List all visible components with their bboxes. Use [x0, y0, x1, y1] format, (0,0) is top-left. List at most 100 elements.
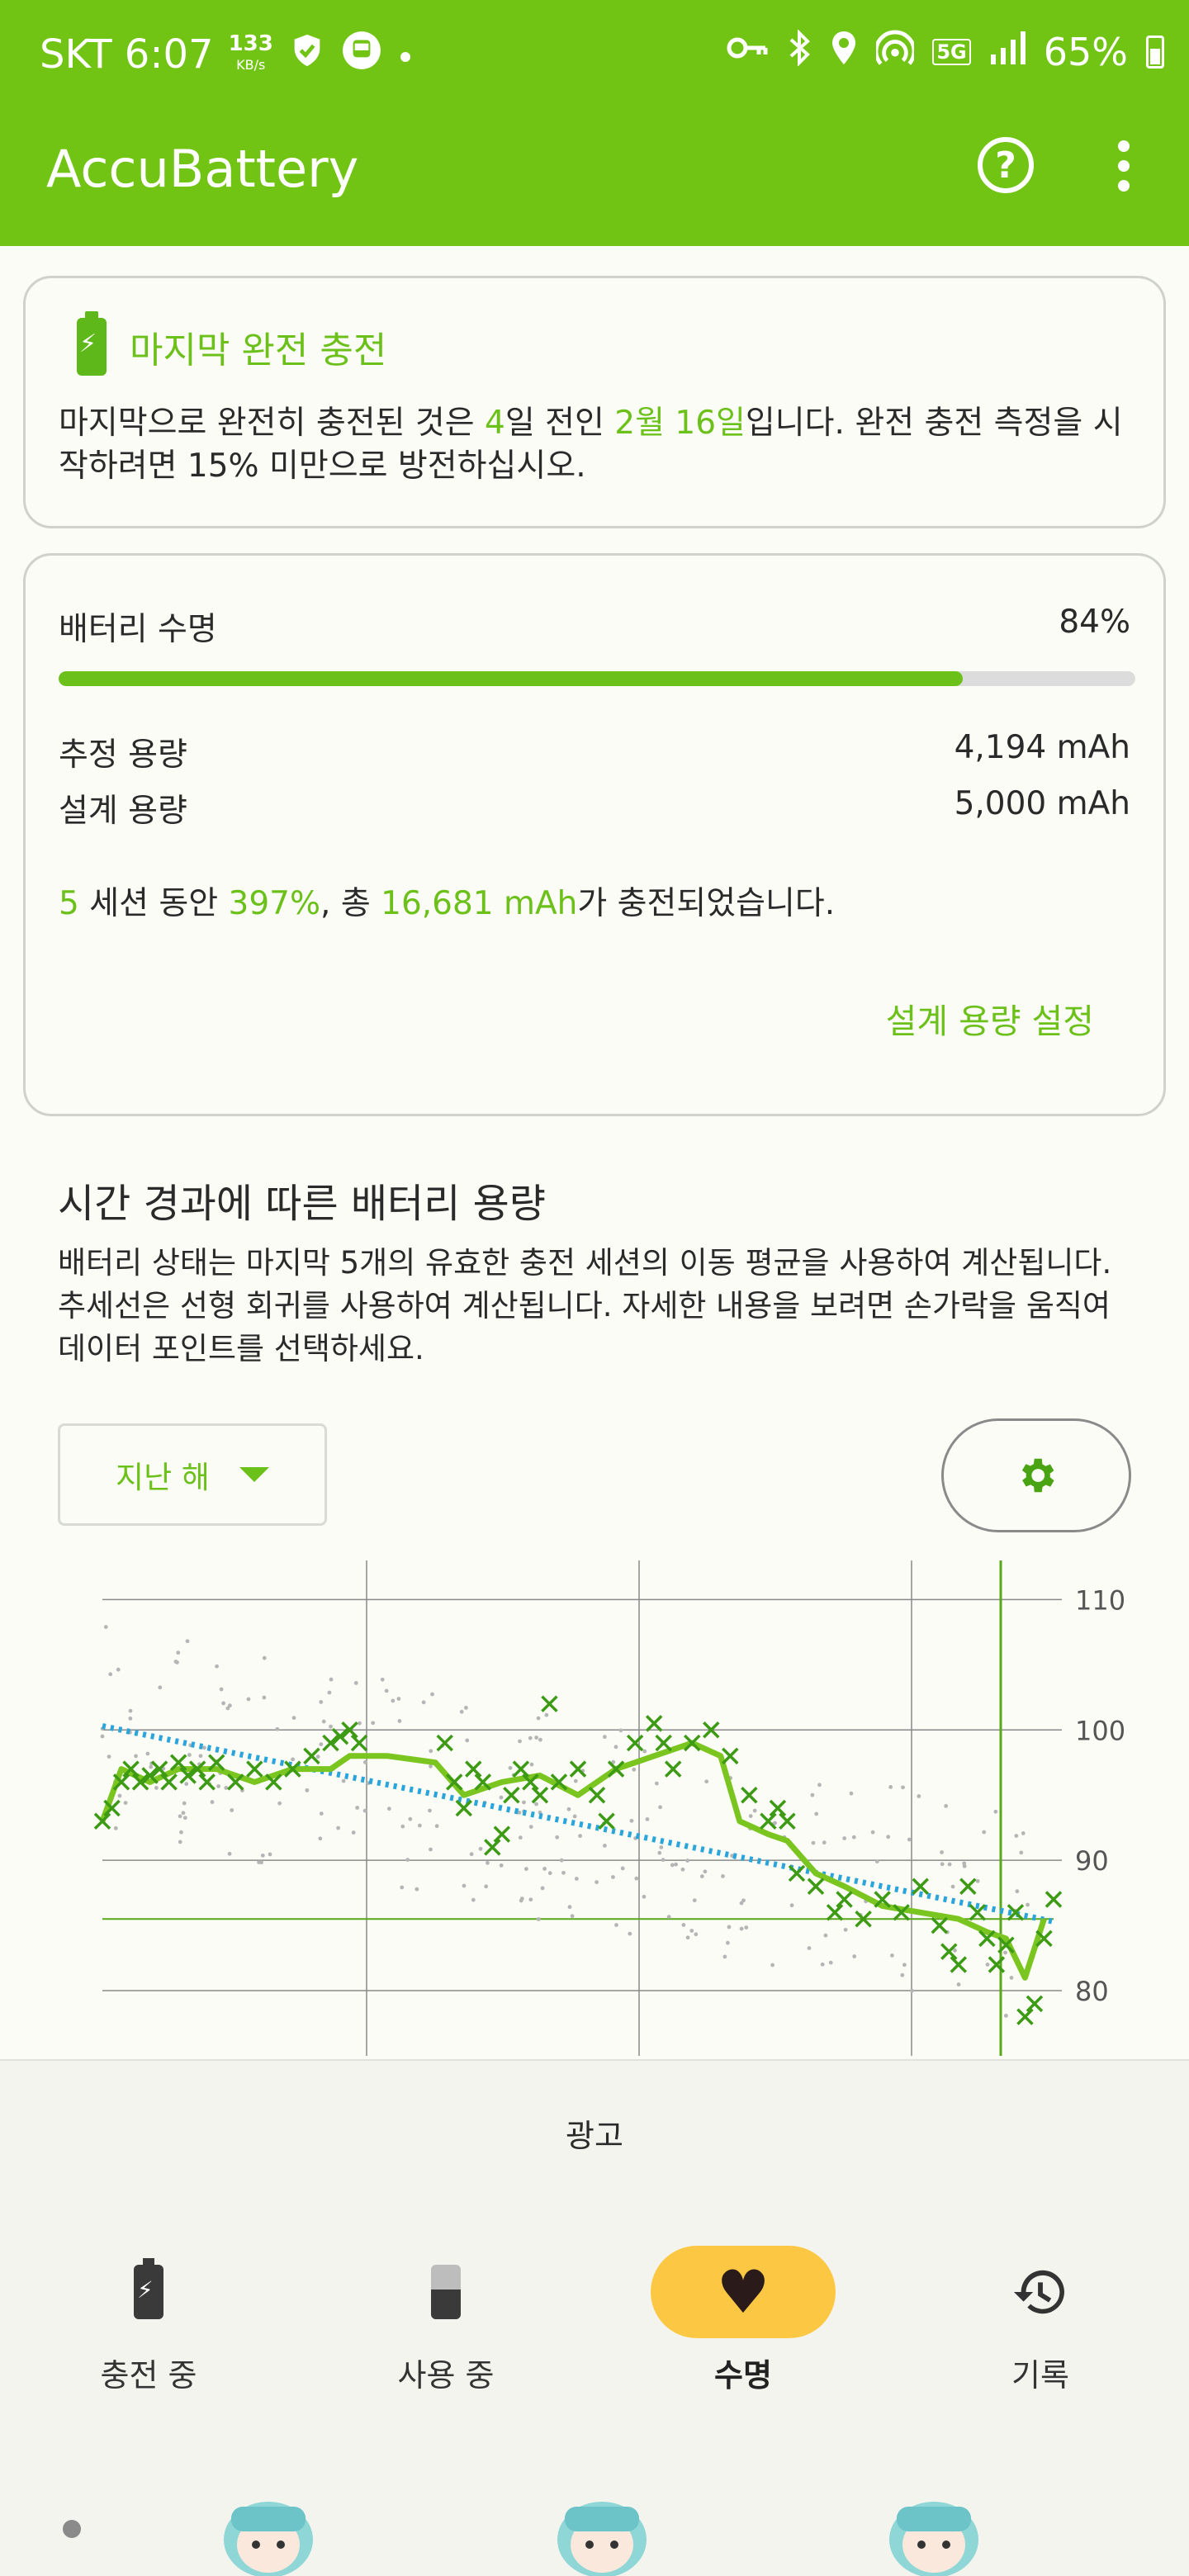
sample-point [499, 1795, 504, 1800]
sample-point [1014, 1834, 1019, 1838]
session-marker [959, 1878, 977, 1895]
sample-point [215, 1664, 219, 1669]
sample-point [944, 1803, 949, 1808]
session-marker [940, 1943, 958, 1960]
sample-point [275, 1726, 280, 1731]
sample-point [225, 1706, 230, 1711]
sample-point [975, 1878, 980, 1883]
shield-check-icon [288, 31, 326, 78]
session-marker [160, 1773, 178, 1791]
sample-point [1003, 1950, 1007, 1955]
session-count: 5 [59, 885, 79, 922]
sample-point [536, 1716, 541, 1721]
sample-point [544, 1712, 549, 1717]
battery-charging-icon [77, 311, 107, 376]
chart-settings-button[interactable] [941, 1418, 1131, 1532]
sample-point [408, 1816, 413, 1821]
days-ago: 4 [485, 405, 505, 442]
session-marker [1007, 1904, 1025, 1921]
session-marker [950, 1956, 968, 1973]
sample-point [953, 1948, 957, 1953]
design-capacity-value: 5,000 mAh [954, 785, 1130, 822]
sample-point [528, 1825, 533, 1830]
network-speed: 133 KB/s [229, 33, 273, 76]
session-marker [465, 1760, 482, 1778]
sticker-image[interactable] [548, 2474, 656, 2576]
nav-history[interactable]: 기록 [933, 2246, 1148, 2395]
sample-point [985, 1963, 990, 1967]
sample-point [632, 1767, 637, 1772]
sticker-image[interactable] [215, 2474, 322, 2576]
nav-charging[interactable]: 충전 중 [41, 2246, 256, 2395]
time-range-dropdown[interactable]: 지난 해 [58, 1423, 327, 1526]
session-marker [93, 1812, 111, 1830]
sample-point [739, 1901, 744, 1906]
health-value: 84% [1059, 604, 1130, 641]
session-marker [931, 1916, 948, 1934]
health-progress-fill [59, 671, 964, 686]
session-marker [969, 1904, 987, 1921]
session-marker [179, 1767, 197, 1784]
nav-discharging[interactable]: 사용 중 [339, 2246, 553, 2395]
last-full-charge-card: 마지막 완전 충전 마지막으로 완전히 충전된 것은 4일 전인 2월 16일입… [23, 276, 1166, 528]
sample-point [572, 1814, 577, 1819]
session-marker [779, 1812, 796, 1830]
sample-point [319, 1742, 324, 1747]
app-bar: SKT 6:07 133 KB/s [0, 0, 1189, 246]
session-marker [141, 1767, 159, 1784]
sample-point [380, 1677, 385, 1682]
sample-point [851, 1835, 856, 1840]
sample-point [900, 1972, 905, 1977]
sample-point [216, 1784, 220, 1788]
sample-point [517, 1810, 522, 1815]
sample-point [534, 1735, 539, 1740]
sample-point [573, 1778, 578, 1783]
sample-point [699, 1874, 704, 1878]
session-marker [703, 1721, 720, 1739]
sticker-image[interactable] [880, 2474, 988, 2576]
sample-point [814, 1811, 819, 1816]
sample-point [469, 1852, 474, 1857]
time-range-value: 지난 해 [116, 1460, 210, 1495]
sample-point [727, 1925, 732, 1930]
sample-point [962, 1861, 967, 1866]
sample-point [305, 1788, 310, 1792]
session-marker [122, 1760, 140, 1778]
battery-charging-icon [134, 2258, 163, 2319]
sample-point [400, 1885, 405, 1890]
sample-point [179, 1830, 183, 1835]
sample-point [371, 1721, 376, 1726]
help-button[interactable]: ? [978, 137, 1034, 193]
sample-point [353, 1680, 358, 1685]
sample-point [917, 1794, 921, 1798]
session-marker [227, 1773, 244, 1791]
carrier-time: SKT 6:07 [40, 31, 214, 78]
sample-point [659, 1845, 664, 1849]
capacity-chart[interactable]: 110 100 90 80 [0, 1560, 1189, 2056]
sample-point [405, 1858, 410, 1863]
sample-point [694, 1932, 699, 1937]
more-options-button[interactable] [1111, 140, 1136, 192]
sample-point [462, 1883, 467, 1888]
sample-point [176, 1650, 181, 1655]
sample-point [210, 1800, 215, 1804]
sample-point [822, 1840, 827, 1845]
session-marker [198, 1773, 216, 1791]
set-design-capacity-link[interactable]: 설계 용량 설정 [885, 1002, 1094, 1041]
sample-point [692, 1898, 697, 1903]
nav-health[interactable]: ♥ 수명 [636, 2246, 850, 2395]
sample-point [685, 1935, 690, 1940]
sample-point [642, 1749, 647, 1754]
sample-point [182, 1801, 187, 1806]
sample-point [566, 1807, 571, 1811]
gear-icon [1021, 1458, 1054, 1493]
sample-point [358, 1721, 362, 1726]
sample-point [429, 1764, 433, 1769]
history-icon [1013, 2270, 1064, 2314]
sample-point [154, 1786, 159, 1790]
session-marker [1045, 1891, 1063, 1908]
sample-point [817, 1783, 822, 1788]
session-marker [826, 1904, 844, 1921]
more-vert-icon [1118, 140, 1130, 152]
health-progress-bar [59, 671, 1135, 686]
